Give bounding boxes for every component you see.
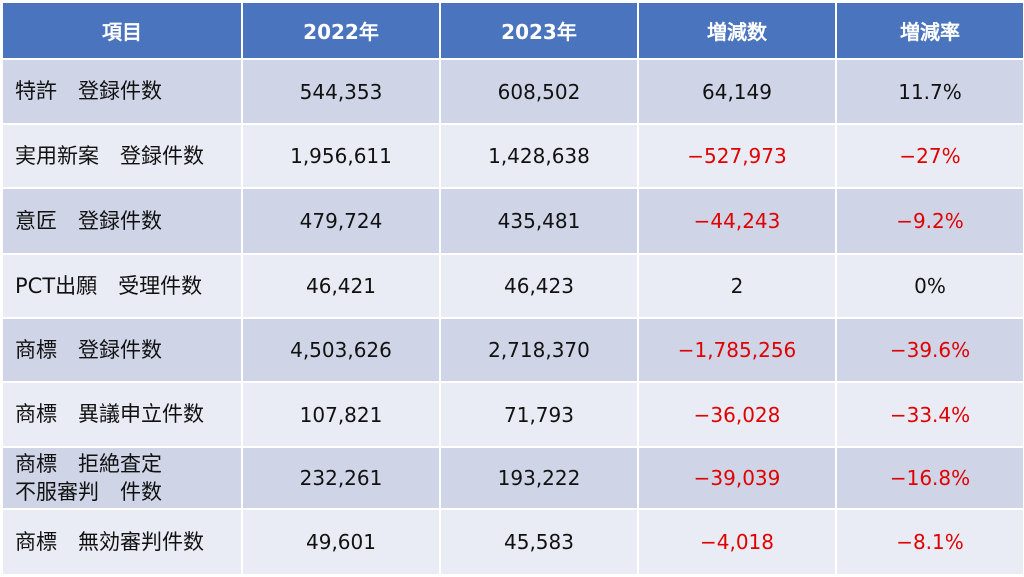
- statistics-table: 項目 2022年 2023年 増減数 増減率 特許 登録件数 544,353 6…: [3, 3, 1023, 576]
- header-diff: 増減数: [639, 3, 837, 60]
- value-2022: 49,601: [243, 510, 441, 576]
- row-item-label: 商標 登録件数: [3, 319, 243, 383]
- value-diff: −39,039: [639, 448, 837, 510]
- value-rate: −27%: [837, 125, 1023, 189]
- value-rate: −33.4%: [837, 383, 1023, 448]
- value-2023: 435,481: [441, 189, 639, 255]
- value-diff: 2: [639, 255, 837, 319]
- row-item-label: 意匠 登録件数: [3, 189, 243, 255]
- value-diff: −4,018: [639, 510, 837, 576]
- value-2023: 46,423: [441, 255, 639, 319]
- row-item-label: 商標 無効審判件数: [3, 510, 243, 576]
- value-rate: −9.2%: [837, 189, 1023, 255]
- row-item-label: 商標 異議申立件数: [3, 383, 243, 448]
- value-rate: 0%: [837, 255, 1023, 319]
- header-item: 項目: [3, 3, 243, 60]
- value-rate: −16.8%: [837, 448, 1023, 510]
- value-2022: 544,353: [243, 60, 441, 125]
- value-2022: 46,421: [243, 255, 441, 319]
- row-item-label: 商標 拒絶査定 不服審判 件数: [3, 448, 243, 510]
- value-2023: 608,502: [441, 60, 639, 125]
- value-2022: 232,261: [243, 448, 441, 510]
- value-2023: 2,718,370: [441, 319, 639, 383]
- value-rate: −39.6%: [837, 319, 1023, 383]
- value-diff: 64,149: [639, 60, 837, 125]
- value-diff: −527,973: [639, 125, 837, 189]
- value-diff: −1,785,256: [639, 319, 837, 383]
- header-2022: 2022年: [243, 3, 441, 60]
- value-2023: 1,428,638: [441, 125, 639, 189]
- value-rate: −8.1%: [837, 510, 1023, 576]
- header-2023: 2023年: [441, 3, 639, 60]
- row-item-label: 実用新案 登録件数: [3, 125, 243, 189]
- value-diff: −36,028: [639, 383, 837, 448]
- value-diff: −44,243: [639, 189, 837, 255]
- row-item-label: 特許 登録件数: [3, 60, 243, 125]
- value-2022: 1,956,611: [243, 125, 441, 189]
- value-2023: 71,793: [441, 383, 639, 448]
- value-2023: 193,222: [441, 448, 639, 510]
- value-2022: 107,821: [243, 383, 441, 448]
- value-2023: 45,583: [441, 510, 639, 576]
- value-2022: 479,724: [243, 189, 441, 255]
- row-item-label: PCT出願 受理件数: [3, 255, 243, 319]
- value-rate: 11.7%: [837, 60, 1023, 125]
- value-2022: 4,503,626: [243, 319, 441, 383]
- header-rate: 増減率: [837, 3, 1023, 60]
